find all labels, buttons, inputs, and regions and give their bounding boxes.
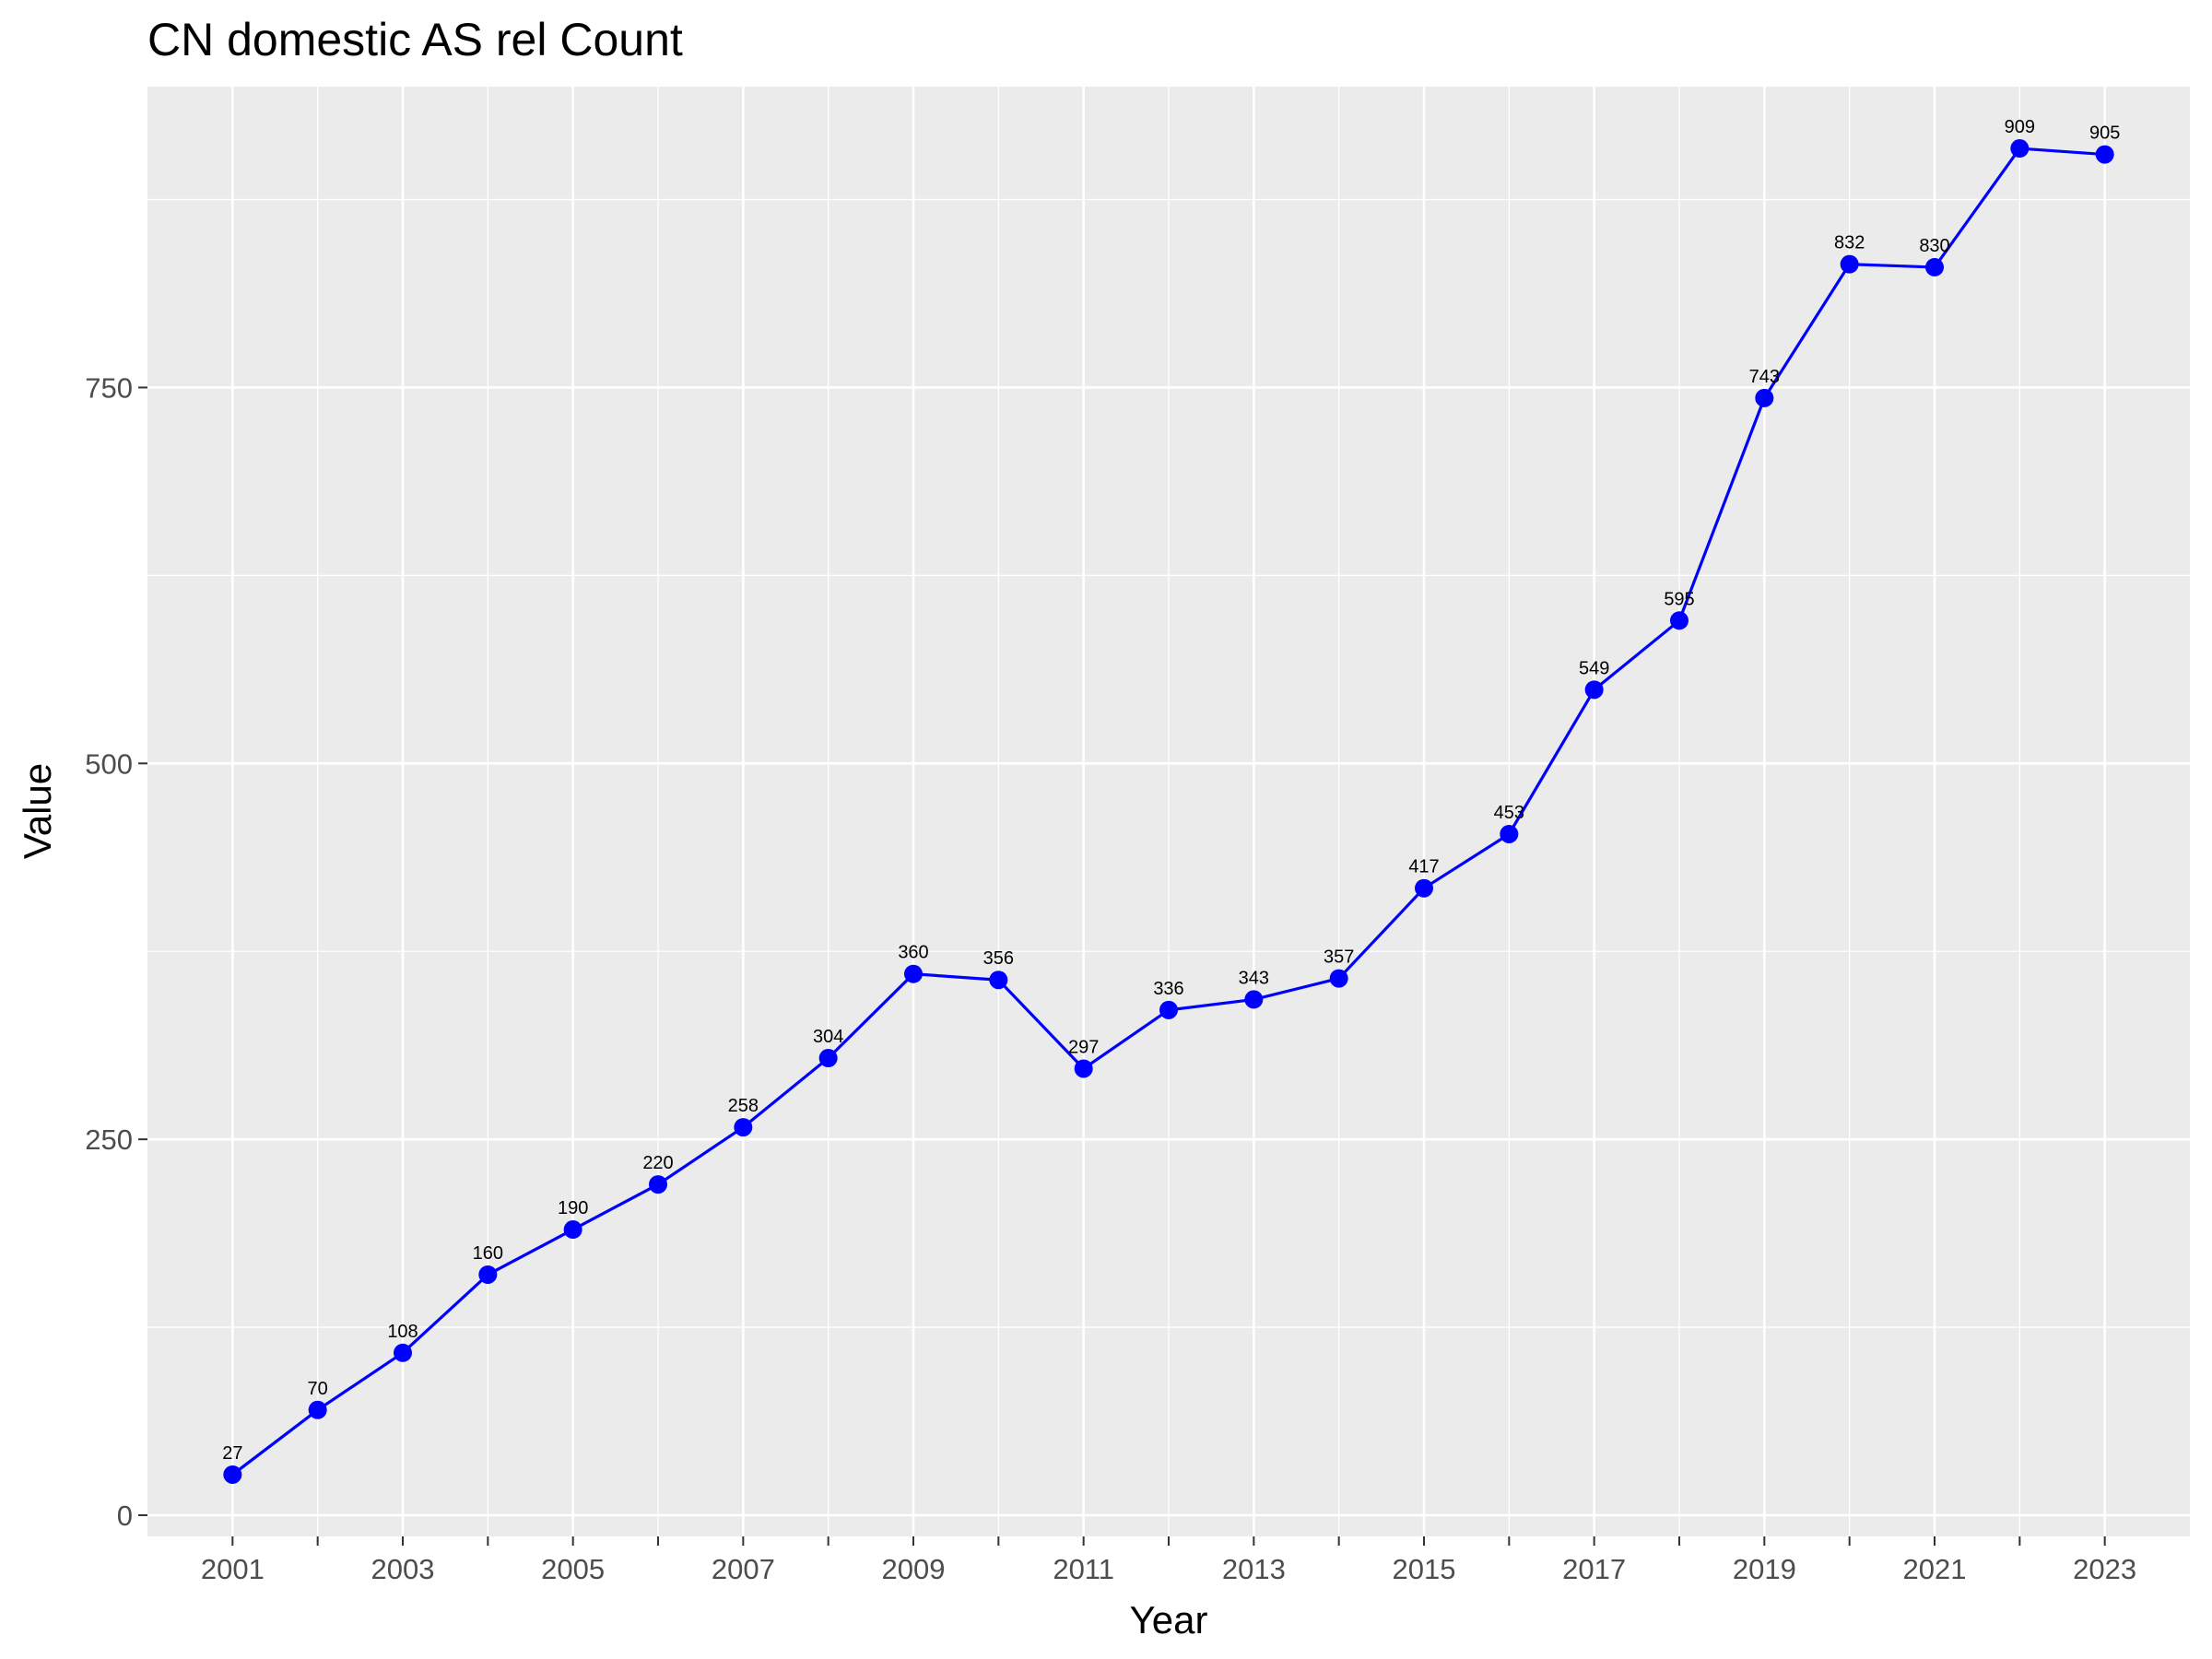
- data-point: [818, 1049, 838, 1068]
- x-tick-label: 2005: [541, 1553, 605, 1585]
- data-label: 258: [728, 1096, 759, 1116]
- data-label: 27: [222, 1443, 242, 1464]
- data-point: [1670, 611, 1688, 630]
- data-label: 220: [642, 1153, 673, 1173]
- series-points: [223, 139, 2114, 1484]
- data-label: 830: [1919, 236, 1949, 256]
- data-point: [1755, 388, 1774, 407]
- data-point: [308, 1400, 327, 1419]
- data-label: 304: [813, 1027, 843, 1047]
- data-point: [223, 1465, 242, 1484]
- x-tick-label: 2017: [1562, 1553, 1626, 1585]
- data-label: 453: [1494, 803, 1524, 823]
- grid-minor: [147, 87, 2190, 1536]
- data-label: 357: [1324, 947, 1354, 968]
- data-point: [1074, 1059, 1093, 1078]
- x-tick-label: 2013: [1222, 1553, 1286, 1585]
- data-label: 336: [1153, 979, 1183, 999]
- x-tick-label: 2015: [1393, 1553, 1456, 1585]
- data-label: 108: [387, 1322, 418, 1342]
- data-point: [649, 1175, 667, 1194]
- data-point: [734, 1118, 753, 1137]
- data-point: [2095, 145, 2114, 164]
- grid-major: [147, 87, 2190, 1536]
- data-label: 343: [1239, 968, 1269, 988]
- data-point: [2010, 139, 2030, 159]
- data-label: 360: [898, 943, 928, 963]
- data-label: 595: [1664, 589, 1694, 609]
- data-label: 160: [473, 1243, 503, 1264]
- data-label: 909: [2005, 117, 2035, 137]
- data-label: 549: [1579, 658, 1609, 678]
- y-tick-label: 500: [85, 747, 133, 780]
- y-axis-title: Value: [16, 763, 59, 859]
- x-axis-title: Year: [1130, 1598, 1208, 1641]
- data-label: 905: [2089, 124, 2120, 144]
- x-tick-label: 2001: [201, 1553, 265, 1585]
- data-label: 832: [1834, 233, 1865, 253]
- data-point: [1244, 990, 1264, 1009]
- y-tick-label: 0: [117, 1500, 133, 1532]
- data-point: [1159, 1000, 1178, 1019]
- x-tick-label: 2021: [1903, 1553, 1967, 1585]
- data-point: [394, 1343, 412, 1362]
- data-point: [1415, 878, 1433, 898]
- data-label: 70: [308, 1379, 328, 1399]
- data-point: [1925, 257, 1944, 276]
- x-tick-label: 2009: [882, 1553, 946, 1585]
- data-label: 417: [1408, 857, 1439, 877]
- data-point: [1500, 824, 1519, 843]
- data-labels: 27 70 108 160 190 220 258 304 360 356 297 336 343 357…: [222, 117, 2120, 1464]
- chart-title: CN domestic AS rel Count: [147, 14, 683, 65]
- axis-ticks: [138, 386, 2106, 1546]
- data-label: 190: [558, 1198, 588, 1218]
- data-point: [1840, 254, 1859, 274]
- data-point: [1329, 969, 1348, 988]
- data-point: [563, 1220, 582, 1240]
- x-axis-tick-labels: 2001 2003 2005 2007 2009 2011 2013 2015 2017 2019…: [201, 1553, 2136, 1585]
- y-tick-label: 750: [85, 371, 133, 404]
- data-point: [989, 971, 1008, 990]
- x-tick-label: 2023: [2073, 1553, 2136, 1585]
- data-point: [1584, 680, 1604, 700]
- x-tick-label: 2003: [371, 1553, 435, 1585]
- x-tick-label: 2019: [1733, 1553, 1796, 1585]
- x-tick-label: 2007: [712, 1553, 775, 1585]
- data-point: [904, 964, 923, 983]
- x-tick-label: 2011: [1053, 1553, 1114, 1585]
- data-point: [478, 1265, 498, 1284]
- y-axis-tick-labels: 0 250 500 750: [85, 371, 133, 1532]
- data-label: 297: [1068, 1037, 1099, 1057]
- data-label: 743: [1749, 367, 1780, 387]
- y-tick-label: 250: [85, 1124, 133, 1156]
- data-label: 356: [983, 948, 1014, 969]
